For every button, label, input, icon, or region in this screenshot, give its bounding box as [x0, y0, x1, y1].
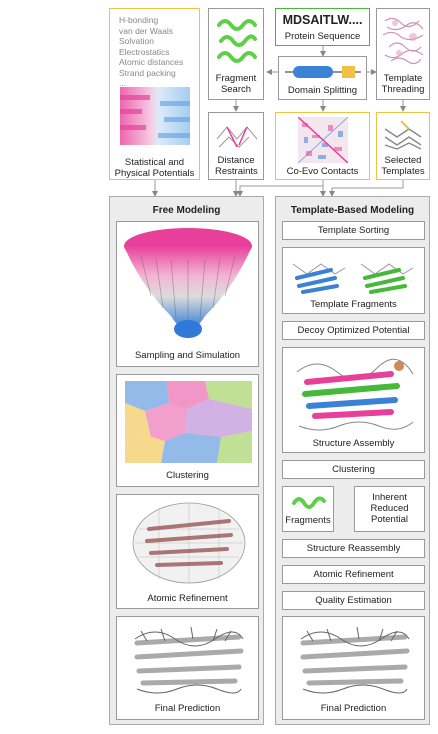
selected-templates-label: Selected Templates	[381, 155, 425, 177]
contact-map-icon	[298, 117, 348, 163]
free-atomic-refinement-box: Atomic Refinement	[116, 494, 259, 609]
template-structures-icon	[382, 17, 424, 65]
structure-reassembly-box: Structure Reassembly	[282, 539, 425, 558]
distance-restraints-box: Distance Restraints	[208, 112, 264, 180]
template-fragments-label: Template Fragments	[310, 299, 397, 310]
distance-structure-icon	[216, 126, 258, 148]
selected-templates-box: Selected Templates	[376, 112, 430, 180]
distance-restraints-label: Distance Restraints	[215, 155, 258, 177]
free-final-prediction-box: Final Prediction	[116, 616, 259, 720]
free-clustering-label: Clustering	[166, 470, 209, 481]
energy-term: H-bonding	[119, 15, 159, 25]
template-threading-label: Template Threading	[381, 73, 425, 95]
template-final-structure-icon	[300, 626, 410, 694]
template-fragments-box: Template Fragments	[282, 247, 425, 314]
stat-potentials-label: Statistical and Physical Potentials	[114, 157, 195, 179]
fragment-search-box: Fragment Search	[208, 8, 264, 100]
sequence-text: MDSAITLW....	[282, 13, 363, 27]
energy-terms-list: H-bonding van der Waals Solvation Electr…	[119, 15, 183, 89]
inherent-potential-label: Inherent Reduced Potential	[370, 492, 409, 525]
refinement-mesh-icon	[132, 502, 246, 584]
free-modeling-panel: Free Modeling Sampling and Simulation	[109, 196, 264, 725]
energy-term: Atomic distances	[119, 57, 184, 67]
structure-assembly-box: Structure Assembly	[282, 347, 425, 453]
coevo-contacts-box: Co-Evo Contacts	[275, 112, 370, 180]
sampling-simulation-box: Sampling and Simulation	[116, 221, 259, 367]
template-clustering-box: Clustering	[282, 460, 425, 479]
free-final-prediction-label: Final Prediction	[154, 703, 221, 714]
energy-term: Solvation	[119, 36, 154, 46]
template-modeling-title: Template-Based Modeling	[290, 205, 415, 216]
free-atomic-refinement-label: Atomic Refinement	[147, 593, 228, 604]
free-modeling-title: Free Modeling	[152, 205, 221, 216]
template-atomic-refinement-box: Atomic Refinement	[282, 565, 425, 584]
assembled-structure-icon	[296, 358, 414, 431]
protein-sequence-box: MDSAITLW.... Protein Sequence	[275, 8, 370, 46]
potential-heatmap-icon	[120, 87, 190, 145]
stat-potentials-box: H-bonding van der Waals Solvation Electr…	[109, 8, 200, 180]
structure-assembly-label: Structure Assembly	[312, 438, 395, 449]
fragment-search-label: Fragment Search	[215, 73, 257, 95]
fragments-box: Fragments	[282, 486, 334, 532]
cluster-points-icon	[125, 381, 252, 463]
inherent-potential-box: Inherent Reduced Potential	[354, 486, 425, 532]
fragment-worm-icon	[292, 496, 326, 509]
coevo-contacts-label: Co-Evo Contacts	[286, 166, 359, 177]
free-clustering-box: Clustering	[116, 374, 259, 487]
template-final-prediction-box: Final Prediction	[282, 616, 425, 720]
domain-splitting-box: Domain Splitting	[278, 56, 367, 100]
fragments-label: Fragments	[285, 515, 331, 526]
final-structure-icon	[134, 626, 244, 694]
template-fragment-structures-icon	[292, 263, 414, 294]
energy-term: ...	[119, 78, 127, 88]
template-sorting-box: Template Sorting	[282, 221, 425, 240]
quality-estimation-box: Quality Estimation	[282, 591, 425, 610]
template-modeling-panel: Template-Based Modeling Template Sorting…	[275, 196, 430, 725]
sampling-simulation-label: Sampling and Simulation	[134, 350, 241, 361]
fragment-worms-icon	[217, 19, 257, 63]
energy-term: Strand packing	[119, 67, 176, 78]
decoy-potential-box: Decoy Optimized Potential	[282, 321, 425, 340]
energy-term: van der Waals	[119, 25, 174, 36]
energy-funnel-icon	[124, 228, 252, 338]
template-final-prediction-label: Final Prediction	[320, 703, 387, 714]
selected-template-icon	[384, 120, 422, 150]
energy-term: Electrostatics	[119, 46, 170, 57]
domain-bar-icon	[285, 66, 361, 78]
domain-splitting-label: Domain Splitting	[287, 85, 358, 96]
protein-sequence-label: Protein Sequence	[284, 31, 361, 42]
template-threading-box: Template Threading	[376, 8, 430, 100]
